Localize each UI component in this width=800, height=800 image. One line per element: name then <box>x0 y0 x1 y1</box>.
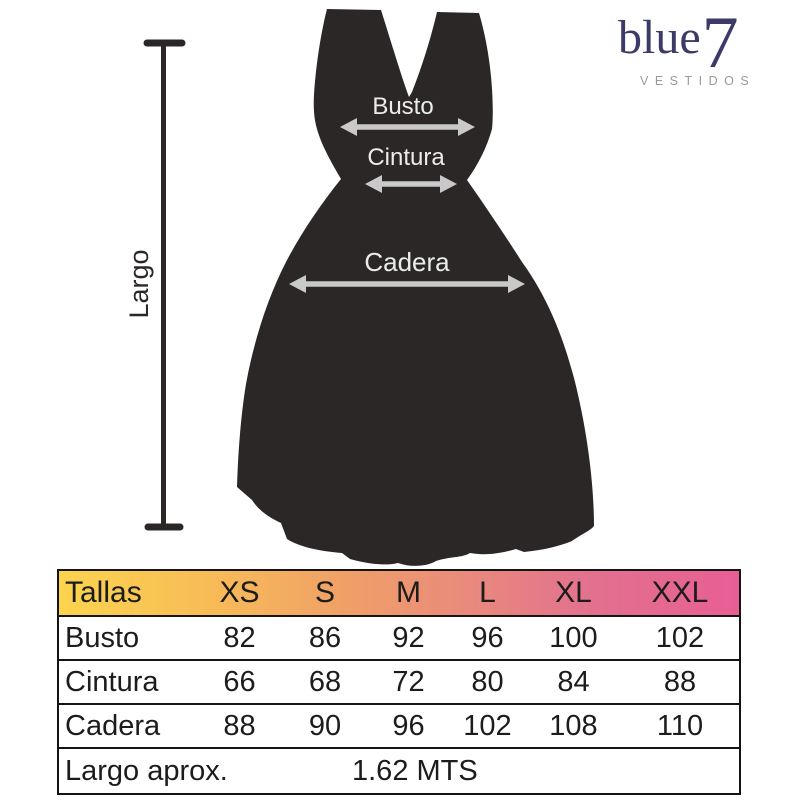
cell-value: 86 <box>308 621 342 654</box>
length-line <box>143 39 186 531</box>
header-m: M <box>396 576 421 609</box>
cell-value: 68 <box>308 665 342 698</box>
cell-value: 88 <box>663 665 697 698</box>
row-label: Cadera <box>65 709 161 742</box>
cell-value: 102 <box>463 709 512 742</box>
dress-silhouette <box>237 9 594 566</box>
size-table-header-row: Tallas XS S M L XL XXL <box>59 571 739 617</box>
bust-label: Busto <box>372 93 433 120</box>
cell-value: 110 <box>656 709 704 742</box>
cell-value: 90 <box>308 709 342 742</box>
dress-diagram: Busto Cintura Cadera Largo <box>124 9 594 566</box>
brand-logo: blue 7 VESTIDOS <box>618 2 758 88</box>
cell-value: 102 <box>655 621 705 654</box>
header-xs: XS <box>219 576 260 609</box>
header-xl: XL <box>555 576 592 609</box>
waist-label: Cintura <box>367 144 445 171</box>
row-label: Cintura <box>65 665 159 698</box>
cell-value: 80 <box>471 665 504 698</box>
header-s: S <box>314 576 335 609</box>
header-sizes: Tallas <box>65 576 142 609</box>
row-label: Largo aprox. <box>65 754 228 787</box>
hip-arrow <box>289 275 525 293</box>
bust-arrow <box>340 118 475 136</box>
cell-value: 96 <box>471 621 504 654</box>
row-label: Busto <box>65 621 140 654</box>
cell-value: 72 <box>392 665 425 698</box>
table-row-bust: Busto 82 86 92 96 100 102 <box>59 617 739 661</box>
logo-brand-number: 7 <box>701 2 739 84</box>
table-row-waist: Cintura 66 68 72 80 84 88 <box>59 661 739 705</box>
waist-arrow <box>365 175 457 193</box>
cell-value: 100 <box>549 621 598 654</box>
length-label: Largo <box>124 249 154 318</box>
hip-label: Cadera <box>364 247 450 277</box>
size-table: Tallas XS S M L XL XXL Busto 82 86 92 96… <box>57 569 741 795</box>
cell-value: 88 <box>223 709 256 742</box>
table-row-hip: Cadera 88 90 96 102 108 110 <box>59 705 739 749</box>
cell-value: 96 <box>392 709 425 742</box>
cell-value: 92 <box>392 621 425 654</box>
header-xxl: XXL <box>651 576 709 609</box>
cell-value: 108 <box>549 709 598 742</box>
header-l: L <box>479 576 496 609</box>
logo-tagline: VESTIDOS <box>640 74 756 88</box>
logo-brand-text: blue <box>618 11 701 64</box>
length-value: 1.62 MTS <box>352 754 478 787</box>
cell-value: 66 <box>223 665 256 698</box>
cell-value: 82 <box>223 621 256 654</box>
table-row-length: Largo aprox. 1.62 MTS <box>59 749 739 793</box>
cell-value: 84 <box>557 665 590 698</box>
